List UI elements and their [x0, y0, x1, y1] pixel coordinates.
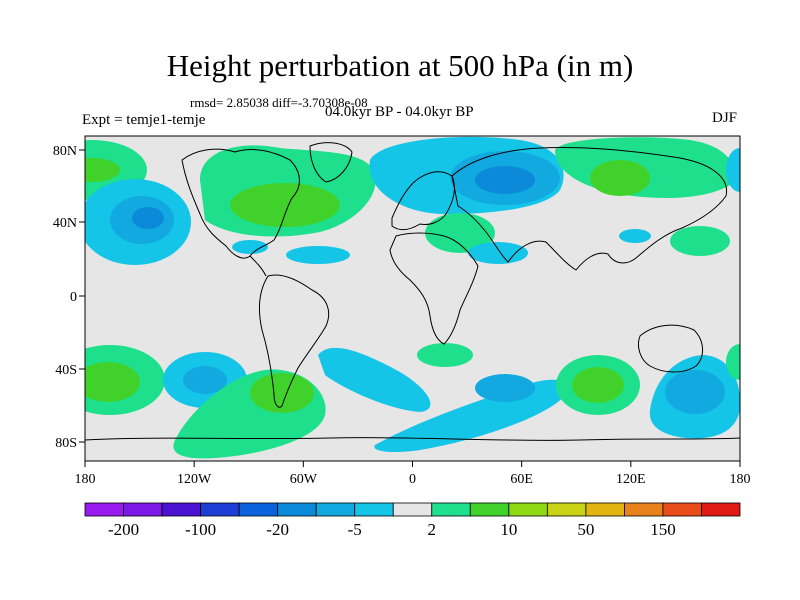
colorbar-label: -200 — [108, 520, 139, 539]
negative-anomaly-core — [475, 374, 535, 402]
coastline-antarctica — [85, 437, 740, 441]
lat-tick-label: 80N — [53, 144, 77, 159]
lon-tick-label: 0 — [409, 472, 416, 487]
lat-tick-label: 40S — [55, 363, 77, 378]
colorbar-swatch — [662, 502, 702, 517]
lon-tick-label: 60W — [290, 472, 318, 487]
contour-fields — [85, 136, 740, 459]
colorbar-label: -20 — [266, 520, 289, 539]
negative-anomaly-region — [318, 347, 431, 412]
coastline-europe — [391, 171, 455, 231]
diff-label: diff= — [272, 95, 298, 110]
positive-anomaly-region — [670, 226, 730, 256]
coastline-africa — [389, 232, 479, 345]
lon-tick-label: 180 — [730, 472, 751, 487]
colorbar-swatch — [585, 502, 625, 517]
colorbar-swatch — [84, 502, 124, 517]
negative-anomaly-region — [286, 246, 350, 264]
coastline-north-america — [181, 148, 300, 259]
stats-line: rmsd= 2.85038 diff=-3.70308e-08 — [190, 95, 368, 111]
coastline-central-america — [249, 255, 267, 277]
colorbar-swatch — [701, 502, 741, 517]
period-label: 04.0kyr BP - 04.0kyr BP — [325, 104, 474, 120]
colorbar-label: 2 — [428, 520, 437, 539]
coastline-australia — [637, 324, 703, 373]
negative-anomaly-core — [665, 370, 725, 414]
rmsd-value: 2.85038 — [226, 95, 269, 110]
negative-anomaly-region — [468, 242, 528, 264]
experiment-label: Expt = temje1-temje — [82, 112, 206, 128]
negative-anomaly-region — [726, 148, 740, 192]
negative-anomaly-center — [475, 166, 535, 194]
colorbar-label: 50 — [577, 520, 594, 539]
colorbar-swatch — [315, 502, 356, 517]
lat-tick-label: 80S — [55, 436, 77, 451]
colorbar-swatch — [123, 502, 163, 517]
positive-anomaly-region — [425, 213, 495, 253]
plot-title: Height perturbation at 500 hPa (in m) — [166, 48, 634, 83]
colorbar-swatch — [277, 502, 317, 517]
coastlines — [85, 142, 740, 441]
season-label: DJF — [712, 110, 738, 126]
lat-tick-label: 0 — [70, 290, 77, 305]
diff-value: -3.70308e-08 — [297, 95, 368, 110]
colorbar-label: 150 — [650, 520, 676, 539]
axis-ticks: 180 120W 60W 0 60E 120E 180 80N 40N 0 40S 80S — [53, 144, 751, 487]
colorbar-swatch — [161, 502, 201, 517]
colorbar-label: -100 — [185, 520, 216, 539]
colorbar-swatch — [469, 502, 510, 517]
negative-anomaly-region — [619, 229, 651, 243]
colorbar-label: 10 — [500, 520, 517, 539]
positive-anomaly-core — [572, 367, 624, 403]
coastline-asia — [451, 146, 728, 271]
colorbar-swatch — [546, 502, 587, 517]
colorbar-swatch — [200, 502, 240, 517]
colorbar-swatch — [431, 502, 471, 517]
positive-anomaly-core — [230, 183, 340, 227]
positive-anomaly-region — [417, 343, 473, 367]
negative-anomaly-region — [232, 240, 268, 254]
colorbar-swatch — [354, 502, 394, 517]
positive-anomaly-core — [85, 362, 140, 402]
lon-tick-label: 60E — [510, 472, 533, 487]
negative-anomaly-core — [183, 366, 227, 394]
lat-tick-label: 40N — [53, 216, 77, 231]
positive-anomaly-core — [590, 160, 650, 196]
coastline-south-america — [259, 274, 330, 408]
colorbar-swatch — [238, 502, 279, 517]
lon-tick-label: 120E — [616, 472, 646, 487]
colorbar-swatch — [392, 502, 433, 517]
colorbar-label: -5 — [348, 520, 362, 539]
positive-anomaly-core — [250, 373, 314, 413]
coastline-greenland — [309, 142, 353, 183]
lon-tick-label: 180 — [75, 472, 96, 487]
colorbar-swatch — [508, 502, 548, 517]
colorbar: -200 -100 -20 -5 2 10 50 150 — [84, 502, 741, 539]
positive-anomaly-region — [726, 344, 740, 380]
rmsd-label: rmsd= — [190, 95, 224, 110]
colorbar-swatch — [624, 502, 664, 517]
lon-tick-label: 120W — [177, 472, 212, 487]
negative-anomaly-center — [132, 207, 164, 229]
positive-anomaly-core — [85, 158, 120, 182]
